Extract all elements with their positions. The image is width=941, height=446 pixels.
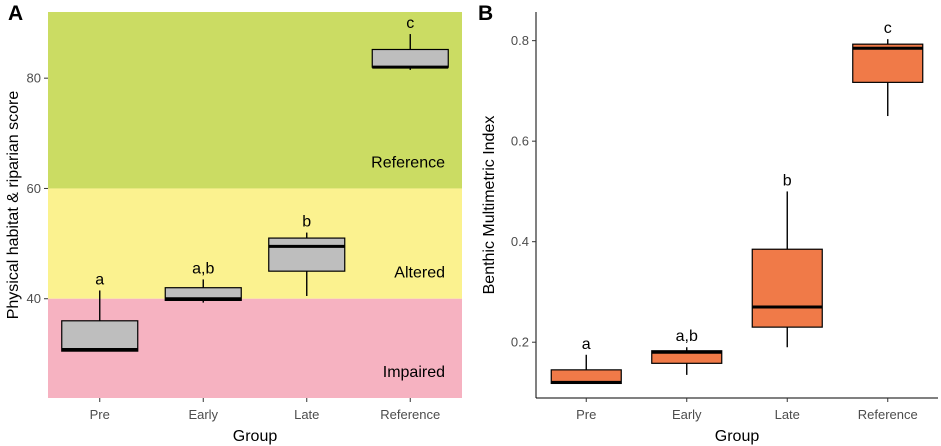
panel-a-pre-box (61, 320, 139, 352)
panel-a-ytick-label: 60 (27, 181, 41, 196)
panel-b-ytick-label: 0.4 (511, 234, 529, 249)
panel-a-xtick-label: Pre (90, 407, 110, 422)
panel-a-y-title: Physical habitat & riparian score (5, 91, 22, 320)
panel-a-zone-label-altered: Altered (394, 265, 445, 282)
panel-b-x-title: Group (715, 428, 760, 445)
panel-a-zone-label-reference: Reference (371, 154, 445, 171)
panel-a-xtick-label: Early (188, 407, 218, 422)
panel-b-reference-box (852, 43, 924, 83)
panel-a-early-box (164, 287, 242, 301)
panel-a-zone-reference (48, 12, 462, 189)
panel-a-ytick-label: 80 (27, 71, 41, 86)
panel-a-early-sig-label: a,b (192, 260, 214, 277)
panel-b-late-box (751, 248, 823, 328)
panel-b-early-sig-label: a,b (676, 328, 698, 345)
panel-a-x-title: Group (233, 428, 278, 445)
panel-b-ytick-label: 0.8 (511, 33, 529, 48)
panel-a-zone-altered (48, 188, 462, 299)
panel-b-xtick-label: Pre (576, 407, 596, 422)
panel-b-pre-sig-label: a (582, 336, 591, 353)
panel-a-late-box (268, 237, 346, 272)
panel-b-y-title: Benthic Multimetric Index (481, 116, 498, 295)
panel-b-xtick-label: Reference (858, 407, 918, 422)
panel-a-zone-label-impaired: Impaired (383, 364, 445, 381)
panel-a-xtick-label: Late (294, 407, 319, 422)
panel-b-reference-sig-label: c (884, 20, 892, 37)
panel-b-early-box (651, 350, 723, 364)
panel-a-xtick-label: Reference (380, 407, 440, 422)
panel-a-late-sig-label: b (302, 214, 311, 231)
panel-a-letter: A (8, 2, 23, 25)
panel-b-xtick-label: Late (775, 407, 800, 422)
panel-b-xtick-label: Early (672, 407, 702, 422)
panel-b-letter: B (478, 2, 493, 25)
panel-a-reference-sig-label: c (406, 15, 414, 32)
panel-b-ytick-label: 0.2 (511, 335, 529, 350)
panel-b-late-sig-label: b (783, 172, 792, 189)
panel-a-pre-sig-label: a (95, 271, 104, 288)
panel-b-ytick-label: 0.6 (511, 134, 529, 149)
panel-a-ytick-label: 40 (27, 291, 41, 306)
panel-a-reference-box (371, 48, 449, 68)
